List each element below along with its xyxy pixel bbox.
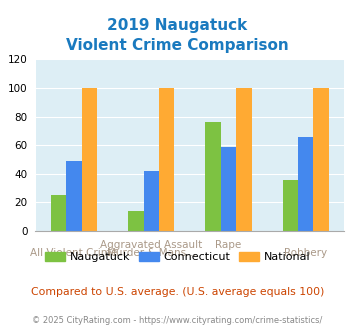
Bar: [128, 211, 143, 231]
Bar: [66, 161, 82, 231]
Text: Aggravated Assault: Aggravated Assault: [100, 240, 202, 249]
Bar: [143, 171, 159, 231]
Text: Violent Crime Comparison: Violent Crime Comparison: [66, 38, 289, 53]
Text: Compared to U.S. average. (U.S. average equals 100): Compared to U.S. average. (U.S. average …: [31, 287, 324, 297]
Bar: [298, 137, 313, 231]
Bar: [313, 88, 329, 231]
Text: Murder & Mans...: Murder & Mans...: [107, 248, 196, 258]
Text: Rape: Rape: [215, 240, 242, 249]
Text: 2019 Naugatuck: 2019 Naugatuck: [107, 18, 248, 33]
Bar: [159, 88, 174, 231]
Bar: [221, 147, 236, 231]
Text: All Violent Crime: All Violent Crime: [31, 248, 118, 258]
Bar: [236, 88, 252, 231]
Text: © 2025 CityRating.com - https://www.cityrating.com/crime-statistics/: © 2025 CityRating.com - https://www.city…: [32, 315, 323, 325]
Bar: [82, 88, 97, 231]
Bar: [205, 122, 221, 231]
Text: Robbery: Robbery: [284, 248, 327, 258]
Legend: Naugatuck, Connecticut, National: Naugatuck, Connecticut, National: [40, 248, 315, 267]
Bar: [51, 195, 66, 231]
Bar: [283, 180, 298, 231]
